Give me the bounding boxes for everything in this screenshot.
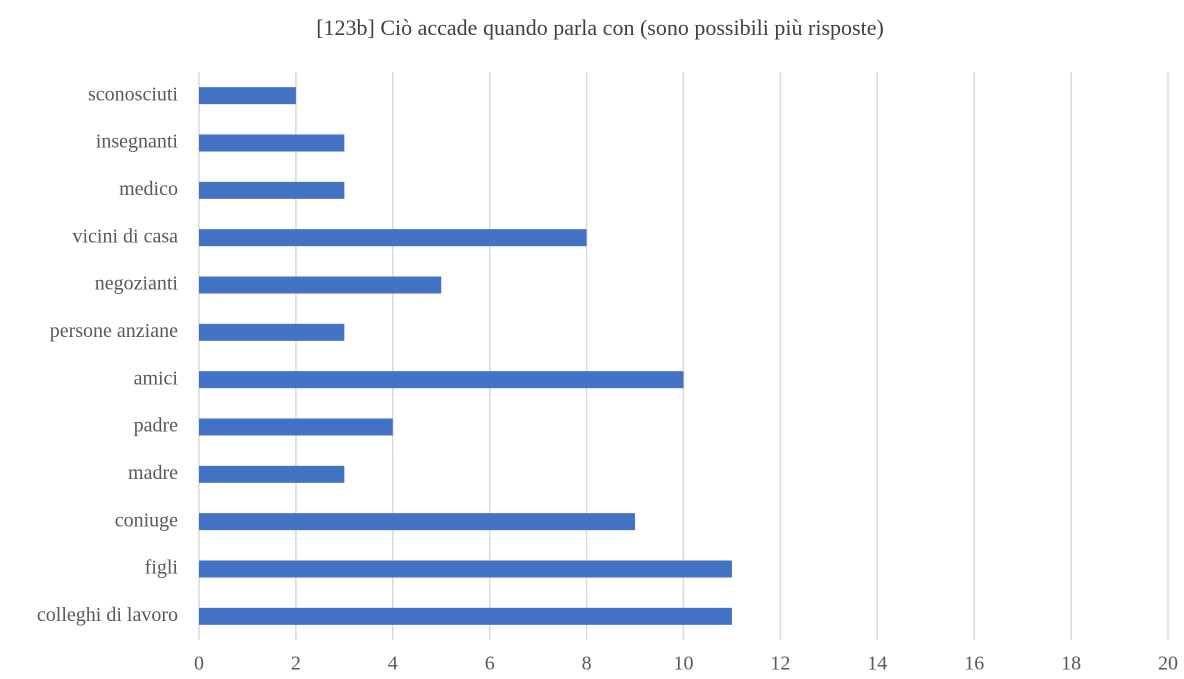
x-tick-label: 4 (388, 653, 398, 675)
x-tick-label: 8 (582, 653, 592, 675)
y-tick-label: negozianti (95, 273, 179, 295)
y-tick-label: padre (134, 415, 179, 437)
y-tick-label: amici (134, 367, 179, 389)
y-tick-label: madre (128, 462, 178, 484)
y-tick-label: colleghi di lavoro (37, 604, 178, 626)
bar (199, 371, 684, 389)
x-tick-label: 2 (291, 653, 301, 675)
y-tick-label: persone anziane (50, 320, 178, 342)
bar (199, 276, 442, 294)
y-tick-label: insegnanti (96, 131, 179, 153)
bar (199, 465, 345, 483)
x-tick-label: 16 (964, 653, 984, 675)
bar (199, 607, 732, 625)
x-tick-label: 10 (674, 653, 694, 675)
x-tick-label: 14 (867, 653, 887, 675)
bar (199, 229, 587, 247)
x-tick-label: 6 (485, 653, 495, 675)
x-tick-label: 20 (1158, 653, 1178, 675)
x-tick-label: 12 (770, 653, 790, 675)
bar (199, 134, 345, 152)
x-tick-label: 0 (194, 653, 204, 675)
y-tick-label: coniuge (115, 509, 178, 531)
bar (199, 418, 393, 436)
bar (199, 513, 636, 531)
y-tick-label: figli (145, 557, 179, 579)
bar (199, 87, 296, 105)
y-tick-label: vicini di casa (72, 225, 178, 247)
x-tick-label: 18 (1061, 653, 1081, 675)
y-tick-label: medico (119, 178, 178, 200)
bar (199, 560, 732, 578)
chart-title: [123b] Ciò accade quando parla con (sono… (316, 15, 884, 40)
y-tick-label: sconosciuti (88, 83, 178, 105)
bar (199, 323, 345, 341)
bar (199, 181, 345, 199)
